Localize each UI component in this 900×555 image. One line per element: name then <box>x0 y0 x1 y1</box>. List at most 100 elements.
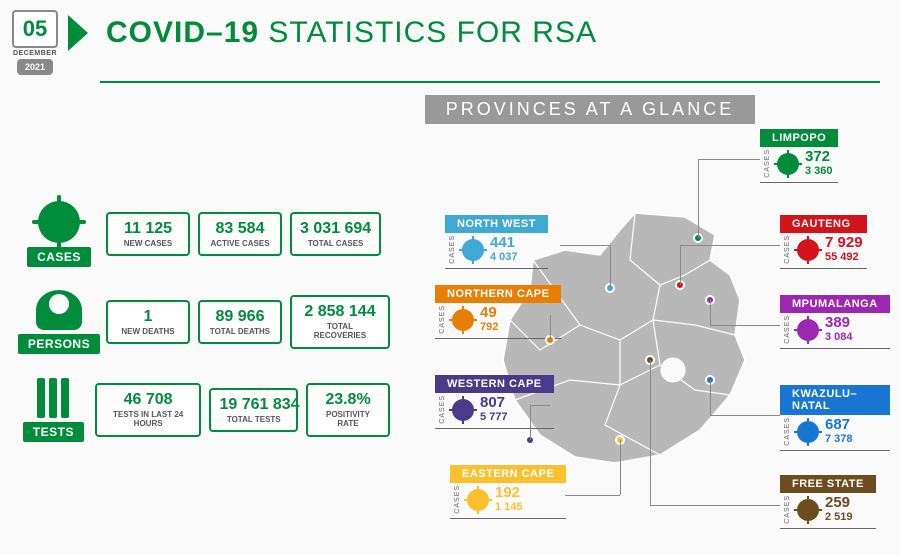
stat-category-label: PERSONS <box>18 334 100 354</box>
stat-box: 46 708TESTS IN LAST 24 HOURS <box>95 383 202 437</box>
connector-line <box>650 360 651 505</box>
map-section: PROVINCES AT A GLANCE LIMPOPOCASES3723 3… <box>415 95 890 545</box>
connector-line <box>710 300 711 325</box>
province-body: CASES49792 <box>435 303 561 336</box>
title-bold: COVID–19 <box>106 16 259 49</box>
stat-value: 11 125 <box>116 220 180 238</box>
divider <box>780 268 867 269</box>
province-total-cases: 55 492 <box>825 250 863 264</box>
province-name: NORTH WEST <box>445 215 548 233</box>
virus-icon <box>797 239 819 261</box>
connector-line <box>650 505 780 506</box>
province-name: WESTERN CAPE <box>435 375 554 393</box>
stats-section: CASES 11 125 NEW CASES 83 584 ACTIVE CASES 3 … <box>20 200 390 464</box>
province-total-cases: 3 084 <box>825 330 853 344</box>
province-name: MPUMALANGA <box>780 295 890 313</box>
stat-icon-box: CASES <box>20 200 98 268</box>
stat-label-text: TOTAL DEATHS <box>208 328 272 337</box>
stat-label-text: TOTAL TESTS <box>219 416 288 425</box>
province-card-kwazulu-natal: KWAZULU–NATAL CASES 6877 378 <box>780 385 890 451</box>
stat-box: 2 858 144TOTAL RECOVERIES <box>290 295 390 349</box>
connector-line <box>530 405 550 406</box>
province-new-cases: 441 <box>490 235 518 250</box>
province-name: NORTHERN CAPE <box>435 285 561 303</box>
connector-line <box>560 245 610 246</box>
virus-icon <box>452 309 474 331</box>
province-body: CASES1921 145 <box>450 483 566 516</box>
tests-icon <box>37 378 69 418</box>
province-card-north-west: NORTH WESTCASES4414 037 <box>445 215 548 269</box>
stat-box: 1 NEW DEATHS <box>106 300 190 345</box>
stat-label-text: TESTS IN LAST 24 HOURS <box>105 411 192 429</box>
stat-label-text: ACTIVE CASES <box>208 240 272 249</box>
stat-label-text: TOTAL RECOVERIES <box>300 323 380 341</box>
connector-line <box>530 405 531 440</box>
stat-value: 3 031 694 <box>300 220 371 238</box>
stat-label-text: TOTAL CASES <box>300 240 371 249</box>
province-new-cases: 7 929 <box>825 235 863 250</box>
cases-vertical-label: CASES <box>784 417 791 446</box>
cases-vertical-label: CASES <box>439 395 446 424</box>
cases-vertical-label: CASES <box>784 235 791 264</box>
province-total-cases: 5 777 <box>480 410 508 424</box>
province-name: FREE STATE <box>780 475 876 493</box>
header: 05 DECEMBER 2021 COVID–19 STATISTICS FOR… <box>0 0 900 75</box>
province-body: CASES 6877 378 <box>780 415 890 448</box>
province-new-cases: 259 <box>825 495 853 510</box>
province-name: LIMPOPO <box>760 129 838 147</box>
connector-line <box>565 495 620 496</box>
stat-box: 23.8% POSITIVITY RATE <box>306 383 390 437</box>
stat-icon-box: PERSONS <box>20 288 98 356</box>
stat-box: 3 031 694 TOTAL CASES <box>290 212 381 257</box>
stat-value: 1 <box>116 308 180 326</box>
stat-value: 23.8% <box>316 391 380 409</box>
divider <box>780 450 890 451</box>
province-card-limpopo: LIMPOPOCASES3723 360 <box>760 129 838 183</box>
virus-icon <box>797 319 819 341</box>
province-total-cases: 7 378 <box>825 432 853 446</box>
connector-line <box>550 315 551 340</box>
virus-icon <box>797 499 819 521</box>
stat-label-text: NEW CASES <box>116 240 180 249</box>
province-card-mpumalanga: MPUMALANGACASES3893 084 <box>780 295 890 349</box>
connector-line <box>710 325 780 326</box>
stat-value: 83 584 <box>208 220 272 238</box>
province-body: CASES2592 519 <box>780 493 876 526</box>
divider <box>435 428 554 429</box>
stat-row-cases: CASES 11 125 NEW CASES 83 584 ACTIVE CASES 3 … <box>20 200 390 268</box>
cases-vertical-label: CASES <box>784 315 791 344</box>
connector-line <box>680 245 681 285</box>
connector-line <box>710 415 780 416</box>
cases-vertical-label: CASES <box>449 235 456 264</box>
cases-vertical-label: CASES <box>784 495 791 524</box>
provinces-header: PROVINCES AT A GLANCE <box>425 95 755 124</box>
stat-label-text: POSITIVITY RATE <box>316 411 380 429</box>
province-name: EASTERN CAPE <box>450 465 566 483</box>
province-card-gauteng: GAUTENGCASES7 92955 492 <box>780 215 867 269</box>
province-numbers: 7 92955 492 <box>825 235 863 264</box>
connector-line <box>620 440 621 495</box>
connector-line <box>710 380 711 415</box>
page-title: COVID–19 STATISTICS FOR RSA <box>106 16 597 50</box>
cases-vertical-label: CASES <box>454 485 461 514</box>
province-name: KWAZULU–NATAL <box>780 385 890 415</box>
province-new-cases: 49 <box>480 305 498 320</box>
province-total-cases: 1 145 <box>495 500 523 514</box>
divider <box>760 182 838 183</box>
cases-vertical-label: CASES <box>439 305 446 334</box>
province-body: CASES 8075 777 <box>435 393 554 426</box>
province-new-cases: 372 <box>805 149 833 164</box>
divider <box>780 528 876 529</box>
virus-icon <box>452 399 474 421</box>
divider <box>450 518 566 519</box>
stat-category-label: TESTS <box>23 422 84 442</box>
cases-vertical-label: CASES <box>764 149 771 178</box>
province-card-eastern-cape: EASTERN CAPECASES1921 145 <box>450 465 566 519</box>
date-badge: 05 DECEMBER 2021 <box>12 10 58 75</box>
province-numbers: 6877 378 <box>825 417 853 446</box>
province-card-free-state: FREE STATECASES2592 519 <box>780 475 876 529</box>
stat-box: 83 584 ACTIVE CASES <box>198 212 282 257</box>
stat-label-text: NEW DEATHS <box>116 328 180 337</box>
province-numbers: 8075 777 <box>480 395 508 424</box>
virus-icon <box>777 153 799 175</box>
